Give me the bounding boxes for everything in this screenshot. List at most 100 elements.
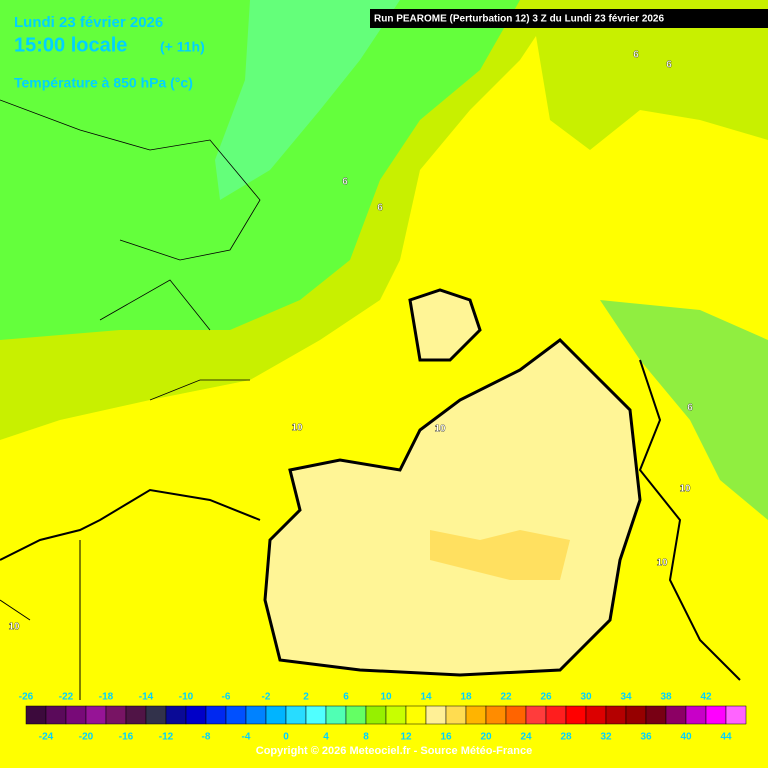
legend-tick-label: 40 <box>680 732 692 743</box>
legend-tick-label: -10 <box>179 692 194 703</box>
local-time: 15:00 locale <box>14 34 127 56</box>
legend-tick-label: -8 <box>202 732 211 743</box>
legend-tick-label: -16 <box>119 732 134 743</box>
legend-swatch <box>625 705 647 725</box>
legend-tick-label: -6 <box>222 692 231 703</box>
zone-14 <box>430 530 570 580</box>
island <box>408 288 482 362</box>
legend-swatch <box>305 705 327 725</box>
legend-tick-label: 28 <box>560 732 572 743</box>
legend-swatch <box>445 705 467 725</box>
legend-swatch <box>325 705 347 725</box>
legend-swatch <box>645 705 667 725</box>
legend-swatch <box>545 705 567 725</box>
contour-label: 10 <box>656 558 668 569</box>
zone-8-east <box>530 0 768 150</box>
legend-tick-label: 14 <box>420 692 432 703</box>
run-info: Run PEAROME (Perturbation 12) 3 Z du Lun… <box>374 14 664 25</box>
legend-tick-label: 26 <box>540 692 552 703</box>
legend-tick-label: -4 <box>242 732 251 743</box>
legend-swatch <box>565 705 587 725</box>
legend-tick-label: 30 <box>580 692 592 703</box>
legend-swatch <box>405 705 427 725</box>
contour-label: 6 <box>687 403 693 414</box>
legend-tick-label: 44 <box>720 732 732 743</box>
legend-tick-label: 2 <box>303 692 309 703</box>
legend-swatch <box>685 705 707 725</box>
legend-tick-label: -20 <box>79 732 94 743</box>
land-warm <box>263 338 642 677</box>
run-banner <box>370 9 768 28</box>
contour-label: 6 <box>377 203 383 214</box>
legend-swatch <box>345 705 367 725</box>
legend-tick-label: 18 <box>460 692 472 703</box>
legend-swatch <box>465 705 487 725</box>
legend-tick-label: -22 <box>59 692 74 703</box>
legend-tick-label: -24 <box>39 732 54 743</box>
borders <box>0 99 261 401</box>
legend-tick-label: 16 <box>440 732 452 743</box>
legend-tick-label: -18 <box>99 692 114 703</box>
legend-swatch <box>205 705 227 725</box>
lead-time: (+ 11h) <box>160 39 205 55</box>
legend-swatch <box>225 705 247 725</box>
legend-swatch <box>145 705 167 725</box>
legend-tick-label: 0 <box>283 732 289 743</box>
copyright: Copyright © 2026 Meteociel.fr - Source M… <box>256 745 532 757</box>
legend-swatch <box>705 705 727 725</box>
legend-swatch <box>665 705 687 725</box>
legend-swatch <box>25 705 47 725</box>
legend-tick-label: 36 <box>640 732 652 743</box>
legend-tick-label: 8 <box>363 732 369 743</box>
legend-swatch <box>165 705 187 725</box>
contour-label: 6 <box>633 50 639 61</box>
legend-tick-label: 34 <box>620 692 632 703</box>
legend-swatch <box>485 705 507 725</box>
legend-swatch <box>45 705 67 725</box>
contour-label: 10 <box>679 484 691 495</box>
legend-swatch <box>585 705 607 725</box>
legend-tick-label: 4 <box>323 732 329 743</box>
legend-tick-label: 38 <box>660 692 672 703</box>
legend-tick-label: 24 <box>520 732 532 743</box>
parameter: Température à 850 hPa (°c) <box>14 75 193 91</box>
legend-tick-label: 10 <box>380 692 392 703</box>
zone-6-east <box>600 300 768 520</box>
zone-4 <box>215 0 400 200</box>
legend-tick-label: -12 <box>159 732 174 743</box>
legend-swatch <box>285 705 307 725</box>
legend-tick-label: 22 <box>500 692 512 703</box>
coastline <box>0 488 261 561</box>
legend-tick-label: 12 <box>400 732 412 743</box>
legend-swatch <box>265 705 287 725</box>
legend-tick-label: -14 <box>139 692 154 703</box>
contour-label: 6 <box>666 60 672 71</box>
contour-label: 6 <box>342 177 348 188</box>
contour-label: 10 <box>434 424 446 435</box>
legend-swatch <box>105 705 127 725</box>
legend-swatch <box>505 705 527 725</box>
legend-swatch <box>65 705 87 725</box>
legend-tick-label: 32 <box>600 732 612 743</box>
border <box>0 540 81 700</box>
legend-tick-label: 20 <box>480 732 492 743</box>
contour-label: 10 <box>8 622 20 633</box>
date: Lundi 23 février 2026 <box>14 14 163 31</box>
coastline-east <box>638 359 741 681</box>
legend-swatch <box>85 705 107 725</box>
legend-swatch <box>605 705 627 725</box>
contour-label: 10 <box>291 423 303 434</box>
legend-swatch <box>125 705 147 725</box>
legend-swatch <box>425 705 447 725</box>
legend-tick-label: 42 <box>700 692 712 703</box>
legend-tick-label: -26 <box>19 692 34 703</box>
legend-swatch <box>525 705 547 725</box>
legend-swatch <box>385 705 407 725</box>
legend-swatch <box>245 705 267 725</box>
legend-tick-label: -2 <box>262 692 271 703</box>
legend-swatch <box>365 705 387 725</box>
legend-swatch <box>725 705 747 725</box>
legend-swatch <box>185 705 207 725</box>
legend-tick-label: 6 <box>343 692 349 703</box>
